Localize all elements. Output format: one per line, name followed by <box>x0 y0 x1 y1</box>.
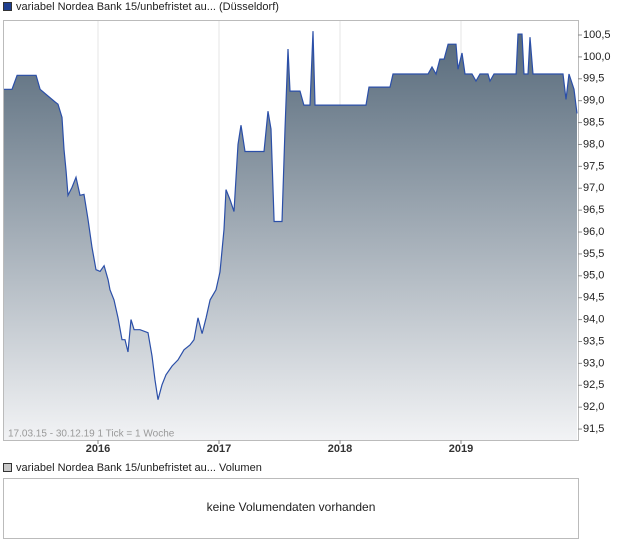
x-tick-label: 2019 <box>449 443 473 455</box>
area-fill <box>4 31 577 440</box>
x-tick-label: 2018 <box>328 443 352 455</box>
x-tick-label: 2016 <box>86 443 110 455</box>
y-tick-label: 94,0 <box>583 314 604 326</box>
x-tick-label: 2017 <box>207 443 231 455</box>
line <box>4 31 578 400</box>
y-tick-label: 99,0 <box>583 95 604 107</box>
y-tick-label: 99,5 <box>583 73 604 85</box>
volume-frame <box>3 478 579 539</box>
legend-label: variabel Nordea Bank 15/unbefristet au..… <box>16 1 279 13</box>
y-tick-label: 94,5 <box>583 292 604 304</box>
y-tick-label: 98,0 <box>583 138 604 150</box>
y-tick-label: 92,0 <box>583 401 604 413</box>
volume-note: keine Volumendaten vorhanden <box>207 500 376 514</box>
legend-swatch <box>3 2 12 11</box>
y-tick-label: 92,5 <box>583 379 604 391</box>
y-tick-label: 93,5 <box>583 335 604 347</box>
y-tick-label: 93,0 <box>583 357 604 369</box>
y-tick-label: 96,5 <box>583 204 604 216</box>
y-tick-label: 100,0 <box>583 51 611 63</box>
legend-swatch <box>3 463 12 472</box>
y-tick-label: 98,5 <box>583 116 604 128</box>
y-tick-label: 91,5 <box>583 423 604 435</box>
y-tick-label: 97,0 <box>583 182 604 194</box>
y-tick-label: 96,0 <box>583 226 604 238</box>
y-tick-label: 95,5 <box>583 248 604 260</box>
annotation: 17.03.15 - 30.12.19 1 Tick = 1 Woche <box>8 429 175 440</box>
y-tick-label: 97,5 <box>583 160 604 172</box>
legend-label: variabel Nordea Bank 15/unbefristet au..… <box>16 462 262 474</box>
y-tick-label: 100,5 <box>583 29 611 41</box>
y-tick-label: 95,0 <box>583 270 604 282</box>
